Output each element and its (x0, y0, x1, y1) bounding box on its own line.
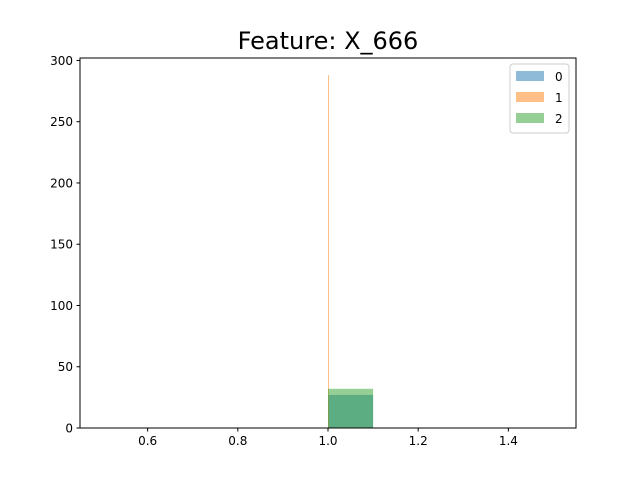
legend-swatch-1 (516, 92, 544, 102)
legend-label-0: 0 (555, 70, 563, 84)
bar-series-1-bin-0 (328, 75, 329, 429)
chart-title: Feature: X_666 (238, 27, 419, 55)
y-tick-label: 0 (65, 422, 73, 436)
legend-label-2: 2 (555, 112, 563, 126)
x-tick-label: 0.8 (228, 434, 247, 448)
bars-layer (328, 75, 374, 429)
y-tick-label: 150 (50, 238, 73, 252)
legend: 0 1 2 (509, 63, 570, 134)
legend-label-1: 1 (555, 91, 563, 105)
y-tick-label: 300 (50, 54, 73, 68)
y-tick-label: 50 (58, 360, 73, 374)
x-tick-label: 1.2 (409, 434, 428, 448)
x-tick-label: 0.6 (138, 434, 157, 448)
x-tick-label: 1.4 (499, 434, 518, 448)
legend-swatch-0 (516, 71, 544, 81)
y-axis: 0 50 100 150 200 250 300 (50, 54, 80, 436)
legend-swatch-2 (516, 113, 544, 123)
x-axis: 0.6 0.8 1.0 1.2 1.4 (138, 428, 518, 448)
y-tick-label: 250 (50, 115, 73, 129)
y-tick-label: 200 (50, 176, 73, 190)
x-tick-label: 1.0 (318, 434, 337, 448)
y-tick-label: 100 (50, 299, 73, 313)
bar-series-2-bin-0 (328, 388, 374, 428)
